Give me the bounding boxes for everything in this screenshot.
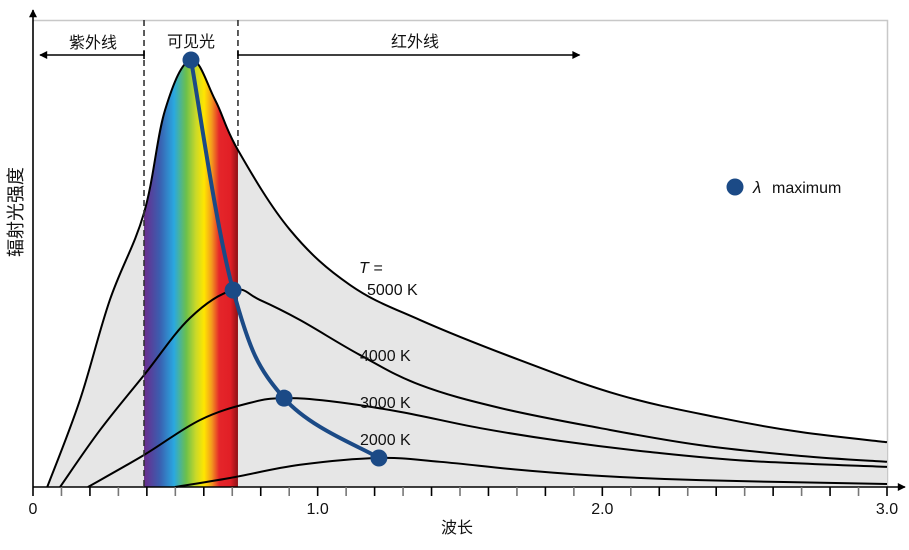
lambda-max-point-2000k [370,449,388,467]
curve-envelope-fill [47,59,888,488]
x-tick-label-1: 1.0 [307,501,329,518]
region-label-visible: 可见光 [167,32,215,51]
lambda-max-point-4000k [224,281,242,299]
plot-frame [33,19,889,487]
series-label-4000k: 4000 K [360,348,411,365]
legend-lambda-symbol: λ [752,178,761,197]
lambda-max-point-5000k [182,51,200,69]
x-axis-ticks [32,487,888,496]
curve-4000k [59,288,888,488]
x-axis-title: 波长 [441,518,473,537]
series-label-2000k: 2000 K [360,432,411,449]
lambda-max-point-3000k [275,389,293,407]
y-axis-title: 辐射光强度 [6,167,27,257]
x-axis-tick-labels: 0 1.0 2.0 3.0 [29,501,899,518]
series-label-3000k: 3000 K [360,395,411,412]
series-label-5000k: 5000 K [367,282,418,299]
temperature-curves [46,59,888,488]
legend-lambda-max-marker [726,178,744,196]
x-tick-label-3: 3.0 [876,501,898,518]
legend-label: maximum [772,180,841,197]
series-label-t-prefix: T = [359,260,383,277]
curve-5000k [46,59,888,488]
curve-2000k [174,456,888,488]
x-tick-label-0: 0 [29,501,38,518]
curve-3000k [87,397,888,488]
x-tick-label-2: 2.0 [591,501,613,518]
lambda-max-points [182,51,388,467]
region-label-ultraviolet: 紫外线 [69,33,117,52]
lambda-max-curve [189,59,380,460]
region-label-infrared: 红外线 [391,32,439,51]
